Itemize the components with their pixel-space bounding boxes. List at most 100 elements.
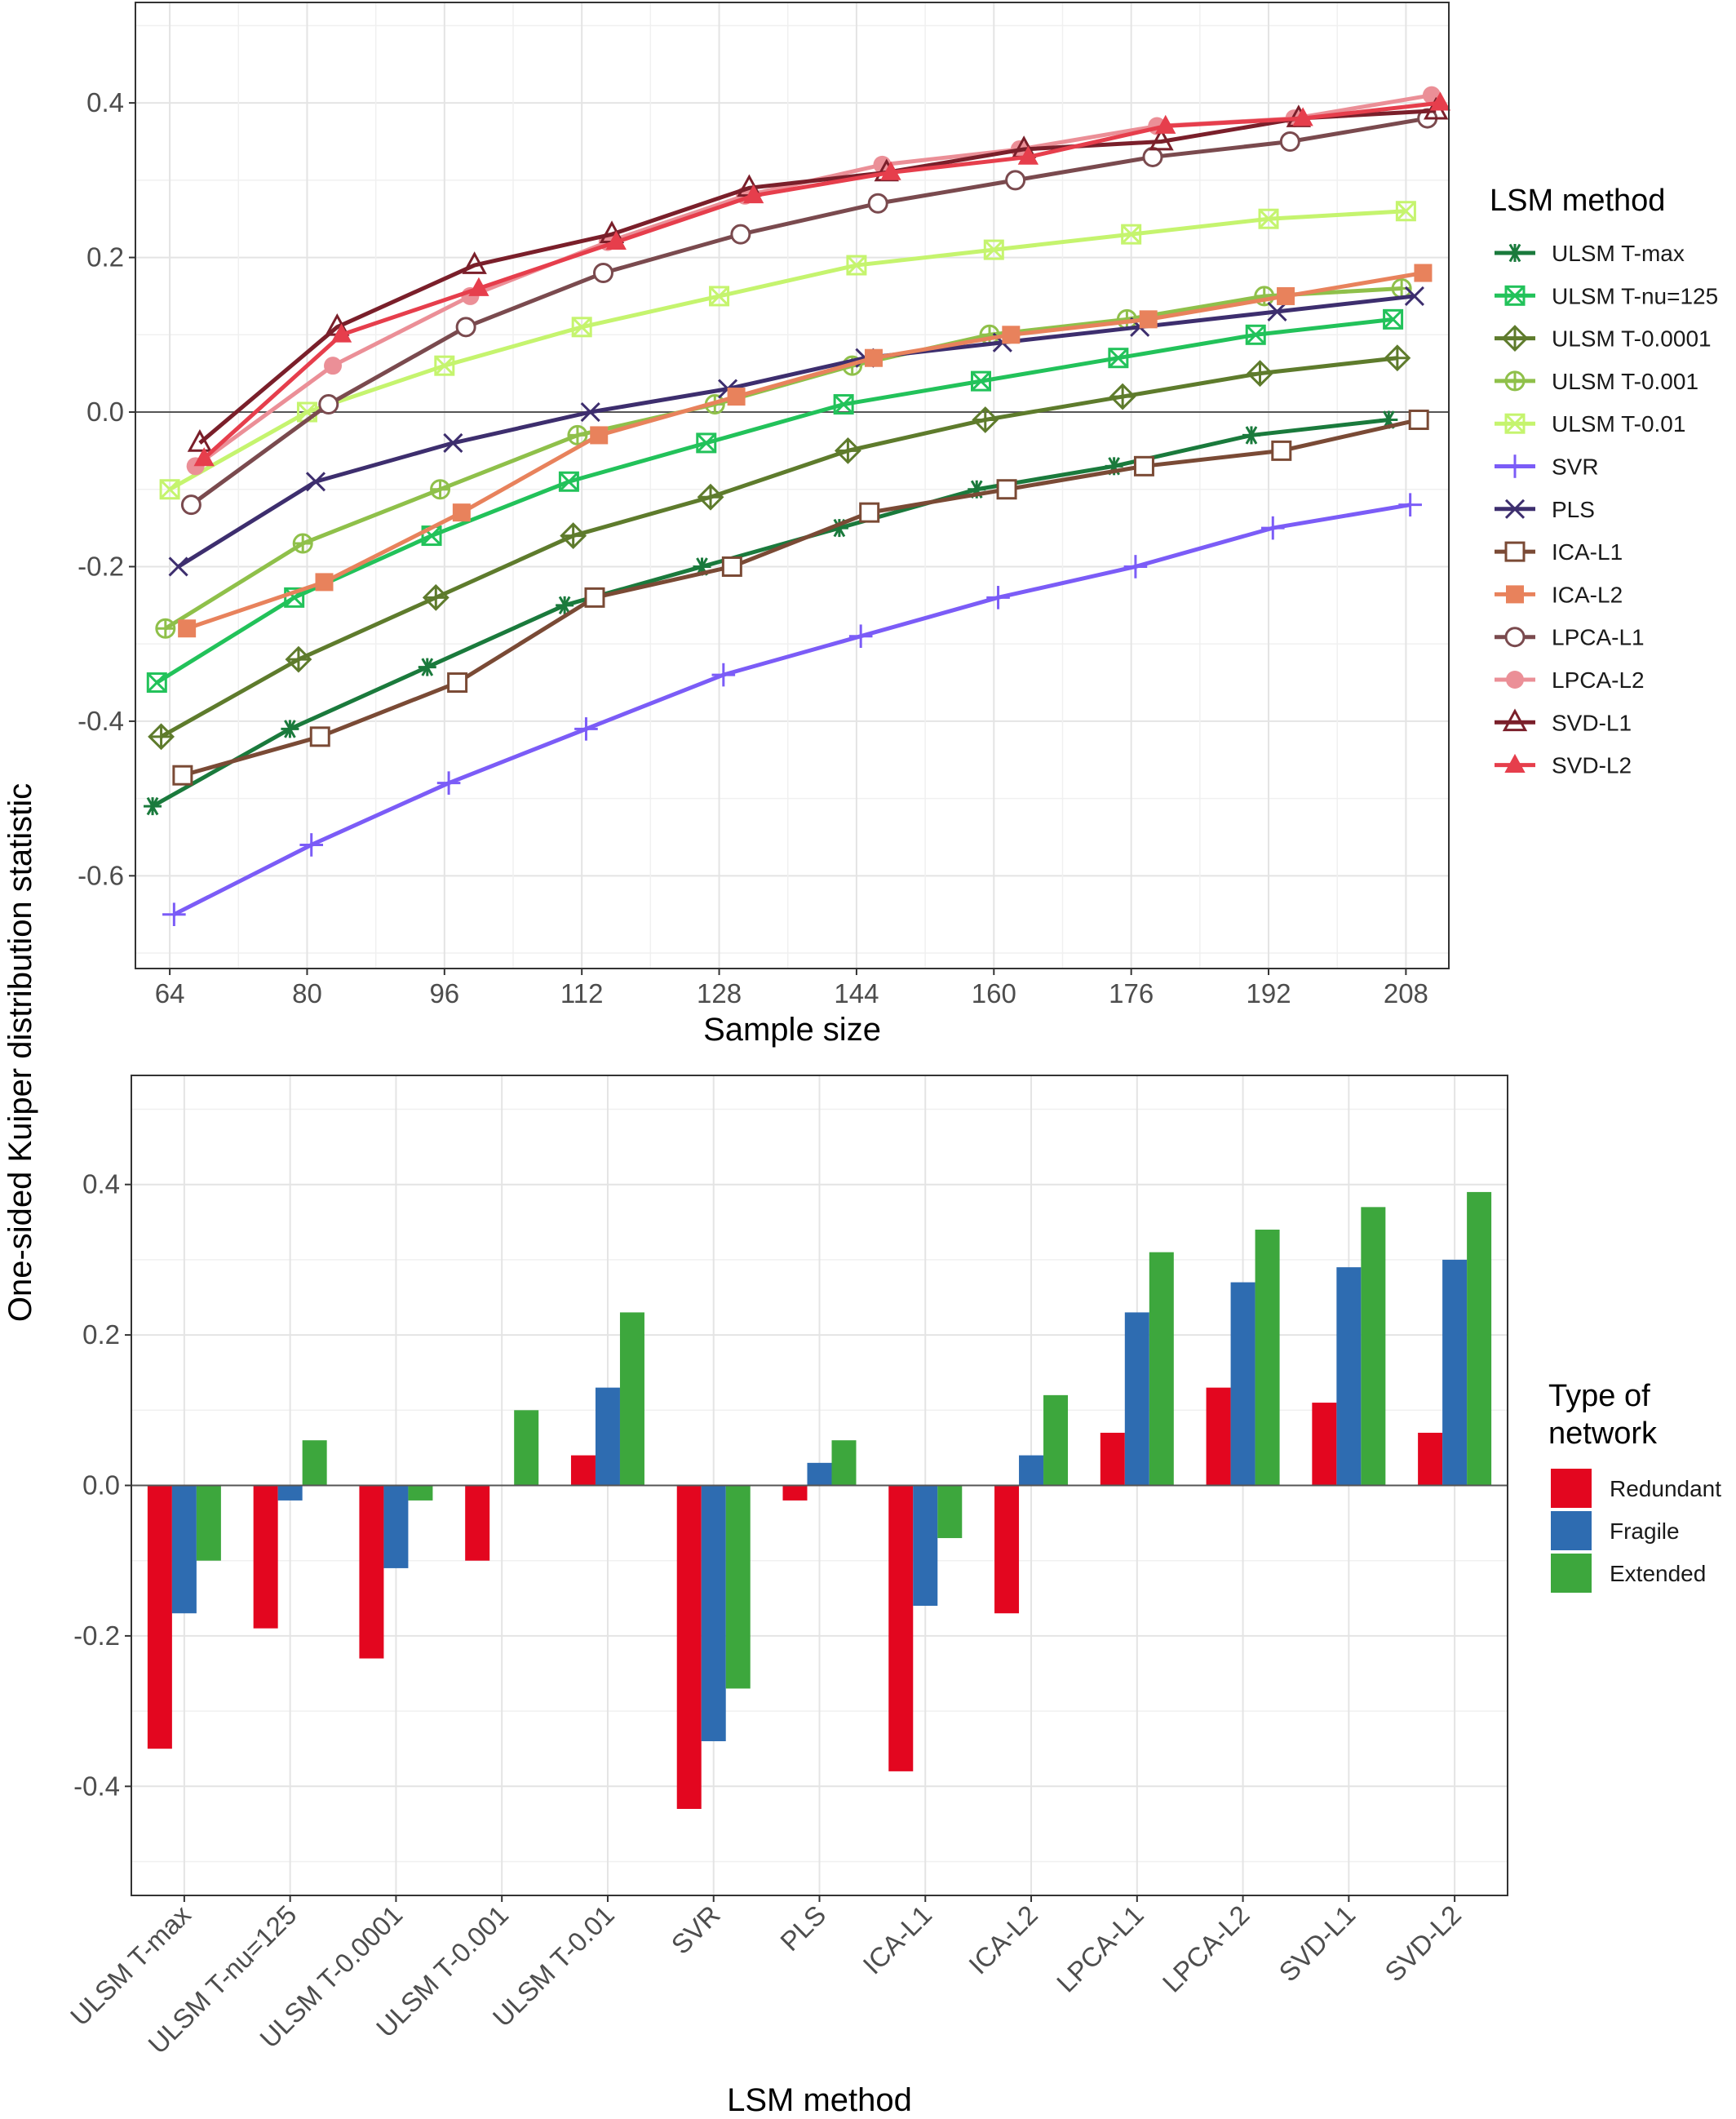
data-point — [996, 479, 1017, 500]
x-tick-label: LPCA-L2 — [1157, 1900, 1256, 1998]
marker-triangle — [193, 447, 215, 467]
data-point — [159, 479, 180, 500]
marker-circle — [867, 193, 888, 214]
data-point — [560, 522, 587, 549]
data-point — [146, 672, 167, 694]
data-point — [1292, 107, 1313, 126]
bar-fragile — [1230, 1282, 1256, 1486]
marker-box — [146, 672, 167, 694]
legend-item-ica-l1: ICA-L1 — [1495, 539, 1623, 565]
bar-redundant — [782, 1485, 808, 1501]
bar-redundant — [147, 1485, 172, 1749]
legend-item-svd-l2: SVD-L2 — [1495, 753, 1632, 778]
data-point — [1121, 224, 1142, 245]
marker-stroke — [1504, 499, 1526, 519]
bar-redundant — [1206, 1387, 1231, 1486]
data-point — [1260, 516, 1285, 540]
legend-item-extended: Extended — [1551, 1554, 1706, 1593]
data-point — [452, 503, 471, 522]
legend-label: ULSM T-nu=125 — [1552, 283, 1718, 308]
series-fragile — [171, 1259, 1468, 1741]
marker-stroke — [160, 479, 180, 499]
marker-stroke — [1383, 309, 1403, 330]
series-ica-l1 — [172, 409, 1429, 786]
marker-box — [696, 432, 717, 454]
data-point — [864, 348, 883, 367]
data-point — [434, 355, 455, 376]
legend: LSM method ULSM T-max ULSM T-nu=125 ULSM T-… — [1490, 184, 1718, 778]
marker-stroke — [1404, 286, 1424, 306]
data-point — [742, 184, 764, 204]
marker-circle — [1504, 627, 1526, 648]
legend-item-svd-l1: SVD-L1 — [1495, 708, 1632, 735]
marker-box — [1108, 348, 1129, 369]
marker-stroke — [709, 286, 729, 306]
data-point — [1404, 286, 1424, 306]
data-point — [1279, 131, 1300, 152]
bar-extended — [725, 1485, 751, 1689]
marker-box — [859, 502, 880, 523]
marker-triangle — [1017, 145, 1039, 165]
legend-label: LPCA-L2 — [1552, 667, 1645, 693]
y-tick-label: -0.4 — [78, 706, 124, 736]
legend-key-marker — [1504, 541, 1526, 562]
legend-key-marker — [1504, 370, 1526, 392]
data-point — [558, 471, 579, 492]
data-point — [1149, 127, 1174, 151]
data-point — [697, 483, 724, 511]
bar-redundant — [1312, 1403, 1337, 1486]
marker-box — [983, 239, 1004, 260]
legend-label: ICA-L2 — [1552, 582, 1623, 607]
y-tick-label: -0.2 — [73, 1620, 120, 1651]
data-point — [1133, 455, 1154, 477]
marker-box — [1133, 455, 1154, 477]
legend: Type of network Redundant Fragile Extended — [1548, 1379, 1721, 1593]
legend-key-swatch — [1551, 1469, 1592, 1508]
marker-stroke — [305, 472, 326, 492]
data-point — [556, 596, 574, 615]
data-point — [178, 619, 197, 638]
x-tick-label: 208 — [1384, 978, 1428, 1009]
marker-stroke — [168, 556, 188, 577]
marker-triangle — [1155, 114, 1176, 134]
data-point — [330, 323, 352, 343]
legend-label: LPCA-L1 — [1552, 625, 1645, 650]
bar-redundant — [465, 1485, 490, 1561]
series-line-ulsm-t-0-01 — [168, 209, 1406, 491]
data-point — [430, 479, 451, 500]
data-point — [285, 645, 312, 673]
marker-triangle — [187, 429, 213, 452]
x-tick-label: SVD-L2 — [1379, 1900, 1467, 1988]
data-point — [305, 472, 326, 492]
series-svr — [162, 493, 1422, 926]
data-point — [696, 432, 717, 454]
bar-redundant — [994, 1485, 1020, 1614]
plot-panel — [135, 2, 1449, 969]
series-line-ulsm-t-nu-125 — [155, 317, 1393, 685]
x-tick-label: 64 — [155, 978, 185, 1009]
marker-triangle — [468, 277, 489, 296]
marker-circle — [1142, 146, 1163, 167]
marker-box — [452, 503, 471, 522]
bar-redundant — [570, 1455, 596, 1486]
data-point — [859, 502, 880, 523]
data-point — [1017, 145, 1039, 165]
marker-stroke — [1267, 301, 1287, 321]
legend-item-ulsm-t-0-001: ULSM T-0.001 — [1495, 369, 1698, 394]
x-tick-label: SVR — [666, 1900, 726, 1960]
data-point — [1414, 264, 1433, 282]
series-line-ulsm-t-0-0001 — [160, 356, 1398, 739]
legend-key-marker — [1504, 499, 1526, 519]
marker-box — [309, 726, 330, 747]
data-point — [567, 424, 588, 446]
marker-stroke — [297, 401, 317, 423]
data-point — [971, 370, 992, 392]
data-point — [727, 388, 746, 406]
bar-extended — [1043, 1394, 1069, 1486]
data-point — [1271, 440, 1292, 461]
data-point — [193, 447, 215, 467]
marker-circle — [318, 394, 339, 415]
data-point — [1429, 91, 1451, 111]
marker-box — [1506, 585, 1524, 604]
